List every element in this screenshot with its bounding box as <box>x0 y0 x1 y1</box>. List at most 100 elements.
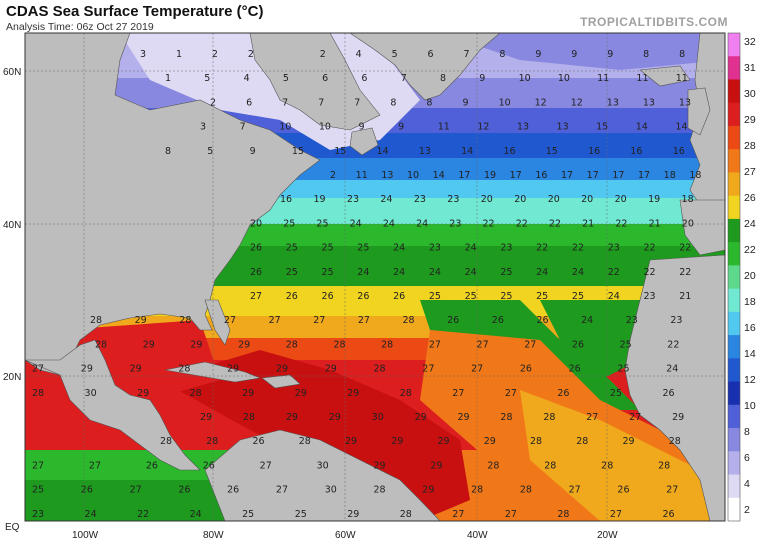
sst-value: 30 <box>372 412 384 423</box>
sst-value: 22 <box>483 218 495 229</box>
sst-value: 27 <box>429 339 441 350</box>
sst-value: 30 <box>85 388 97 399</box>
land-florida <box>204 299 231 346</box>
colorbar-label: 16 <box>744 322 756 334</box>
sst-value: 11 <box>356 170 368 181</box>
sst-value: 28 <box>95 339 107 350</box>
colorbar-swatch <box>728 311 740 336</box>
sst-value: 26 <box>393 291 405 302</box>
map-title: CDAS Sea Surface Temperature (°C) <box>6 3 264 20</box>
sst-value: 22 <box>643 243 655 254</box>
sst-value: 27 <box>505 388 517 399</box>
colorbar-swatch <box>728 242 740 266</box>
sst-value: 26 <box>322 291 334 302</box>
sst-value: 28 <box>669 436 681 447</box>
sst-value: 23 <box>414 194 426 205</box>
sst-value: 30 <box>317 460 329 471</box>
sst-value: 22 <box>536 243 548 254</box>
sst-value: 28 <box>160 436 172 447</box>
sst-value: 18 <box>689 170 701 181</box>
sst-value: 26 <box>250 243 262 254</box>
sst-value: 25 <box>500 291 512 302</box>
sst-value: 2 <box>320 49 326 60</box>
land-labrador <box>249 33 381 131</box>
sst-value: 29 <box>430 460 442 471</box>
sst-value: 22 <box>615 218 627 229</box>
sst-value: 23 <box>670 315 682 326</box>
sst-value: 27 <box>422 364 434 375</box>
lat-label-eq: EQ <box>5 522 20 533</box>
sst-value: 27 <box>313 315 325 326</box>
sst-value: 28 <box>544 460 556 471</box>
sst-value: 27 <box>666 485 678 496</box>
sst-value: 26 <box>146 460 158 471</box>
sst-value: 28 <box>400 388 412 399</box>
colorbar-swatch <box>728 56 740 80</box>
sst-labels: 3 1 2 2 2 4 5 6 7 8 9 9 9 8 81 5 4 5 6 6 7 8 9 10 10 11 11 112 6 7 7 7 8… <box>32 49 701 520</box>
colorbar-swatch <box>728 218 740 243</box>
sst-value: 29 <box>458 412 470 423</box>
brand-watermark: TROPICALTIDBITS.COM <box>580 15 728 29</box>
sst-value: 13 <box>679 97 691 108</box>
sst-value: 14 <box>377 146 389 157</box>
colorbar-swatch <box>728 195 740 220</box>
lon-label-80w: 80W <box>203 530 224 541</box>
sst-value: 24 <box>350 218 362 229</box>
sst-value: 17 <box>612 170 624 181</box>
sst-value: 22 <box>667 339 679 350</box>
sst-value: 22 <box>643 267 655 278</box>
sst-value: 13 <box>381 170 393 181</box>
colorbar-label: 31 <box>744 62 756 74</box>
sst-value: 29 <box>347 388 359 399</box>
sst-value: 27 <box>477 339 489 350</box>
sst-value: 25 <box>32 485 44 496</box>
colorbar-labels: 32 31 30 29 28 27 26 24 22 20 18 16 14 12 10 8 6 4 2 <box>744 36 756 516</box>
sst-value: 27 <box>130 485 142 496</box>
sst-value: 24 <box>383 218 395 229</box>
lat-label-20n: 20N <box>3 372 21 383</box>
colorbar-swatch <box>728 497 740 522</box>
sst-value: 24 <box>429 267 441 278</box>
sst-value: 18 <box>664 170 676 181</box>
sst-value: 2 <box>248 49 254 60</box>
land <box>25 33 725 521</box>
sst-value: 27 <box>260 460 272 471</box>
sst-value: 29 <box>190 339 202 350</box>
sst-value: 25 <box>295 509 307 520</box>
sst-value: 28 <box>32 388 44 399</box>
sst-value: 27 <box>471 364 483 375</box>
sst-value: 27 <box>629 412 641 423</box>
sst-value: 1 <box>176 49 182 60</box>
sst-value: 26 <box>569 364 581 375</box>
sst-value: 16 <box>588 146 600 157</box>
colorbar-swatch <box>728 428 740 452</box>
sst-value: 8 <box>643 49 649 60</box>
sst-value: 25 <box>322 267 334 278</box>
sst-value: 17 <box>458 170 470 181</box>
sst-value: 27 <box>276 485 288 496</box>
colorbar-label: 32 <box>744 36 756 48</box>
sst-value: 26 <box>178 485 190 496</box>
sst-value: 25 <box>617 364 629 375</box>
colorbar-swatch <box>728 335 740 359</box>
sst-value: 23 <box>643 291 655 302</box>
sst-value: 29 <box>415 412 427 423</box>
sst-value: 26 <box>536 315 548 326</box>
sst-value: 25 <box>286 267 298 278</box>
lon-label-60w: 60W <box>335 530 356 541</box>
lat-label-40n: 40N <box>3 220 21 231</box>
sst-value: 26 <box>203 460 215 471</box>
sst-value: 22 <box>549 218 561 229</box>
sst-value: 29 <box>143 339 155 350</box>
sst-value: 5 <box>392 49 398 60</box>
sst-value: 13 <box>557 122 569 133</box>
sst-value: 25 <box>357 243 369 254</box>
sst-value: 29 <box>484 436 496 447</box>
lat-label-60n: 60N <box>3 67 21 78</box>
sst-value: 24 <box>380 194 392 205</box>
sst-value: 13 <box>517 122 529 133</box>
sst-value: 26 <box>492 315 504 326</box>
land-british-isles <box>687 87 711 136</box>
sst-value: 14 <box>433 170 445 181</box>
